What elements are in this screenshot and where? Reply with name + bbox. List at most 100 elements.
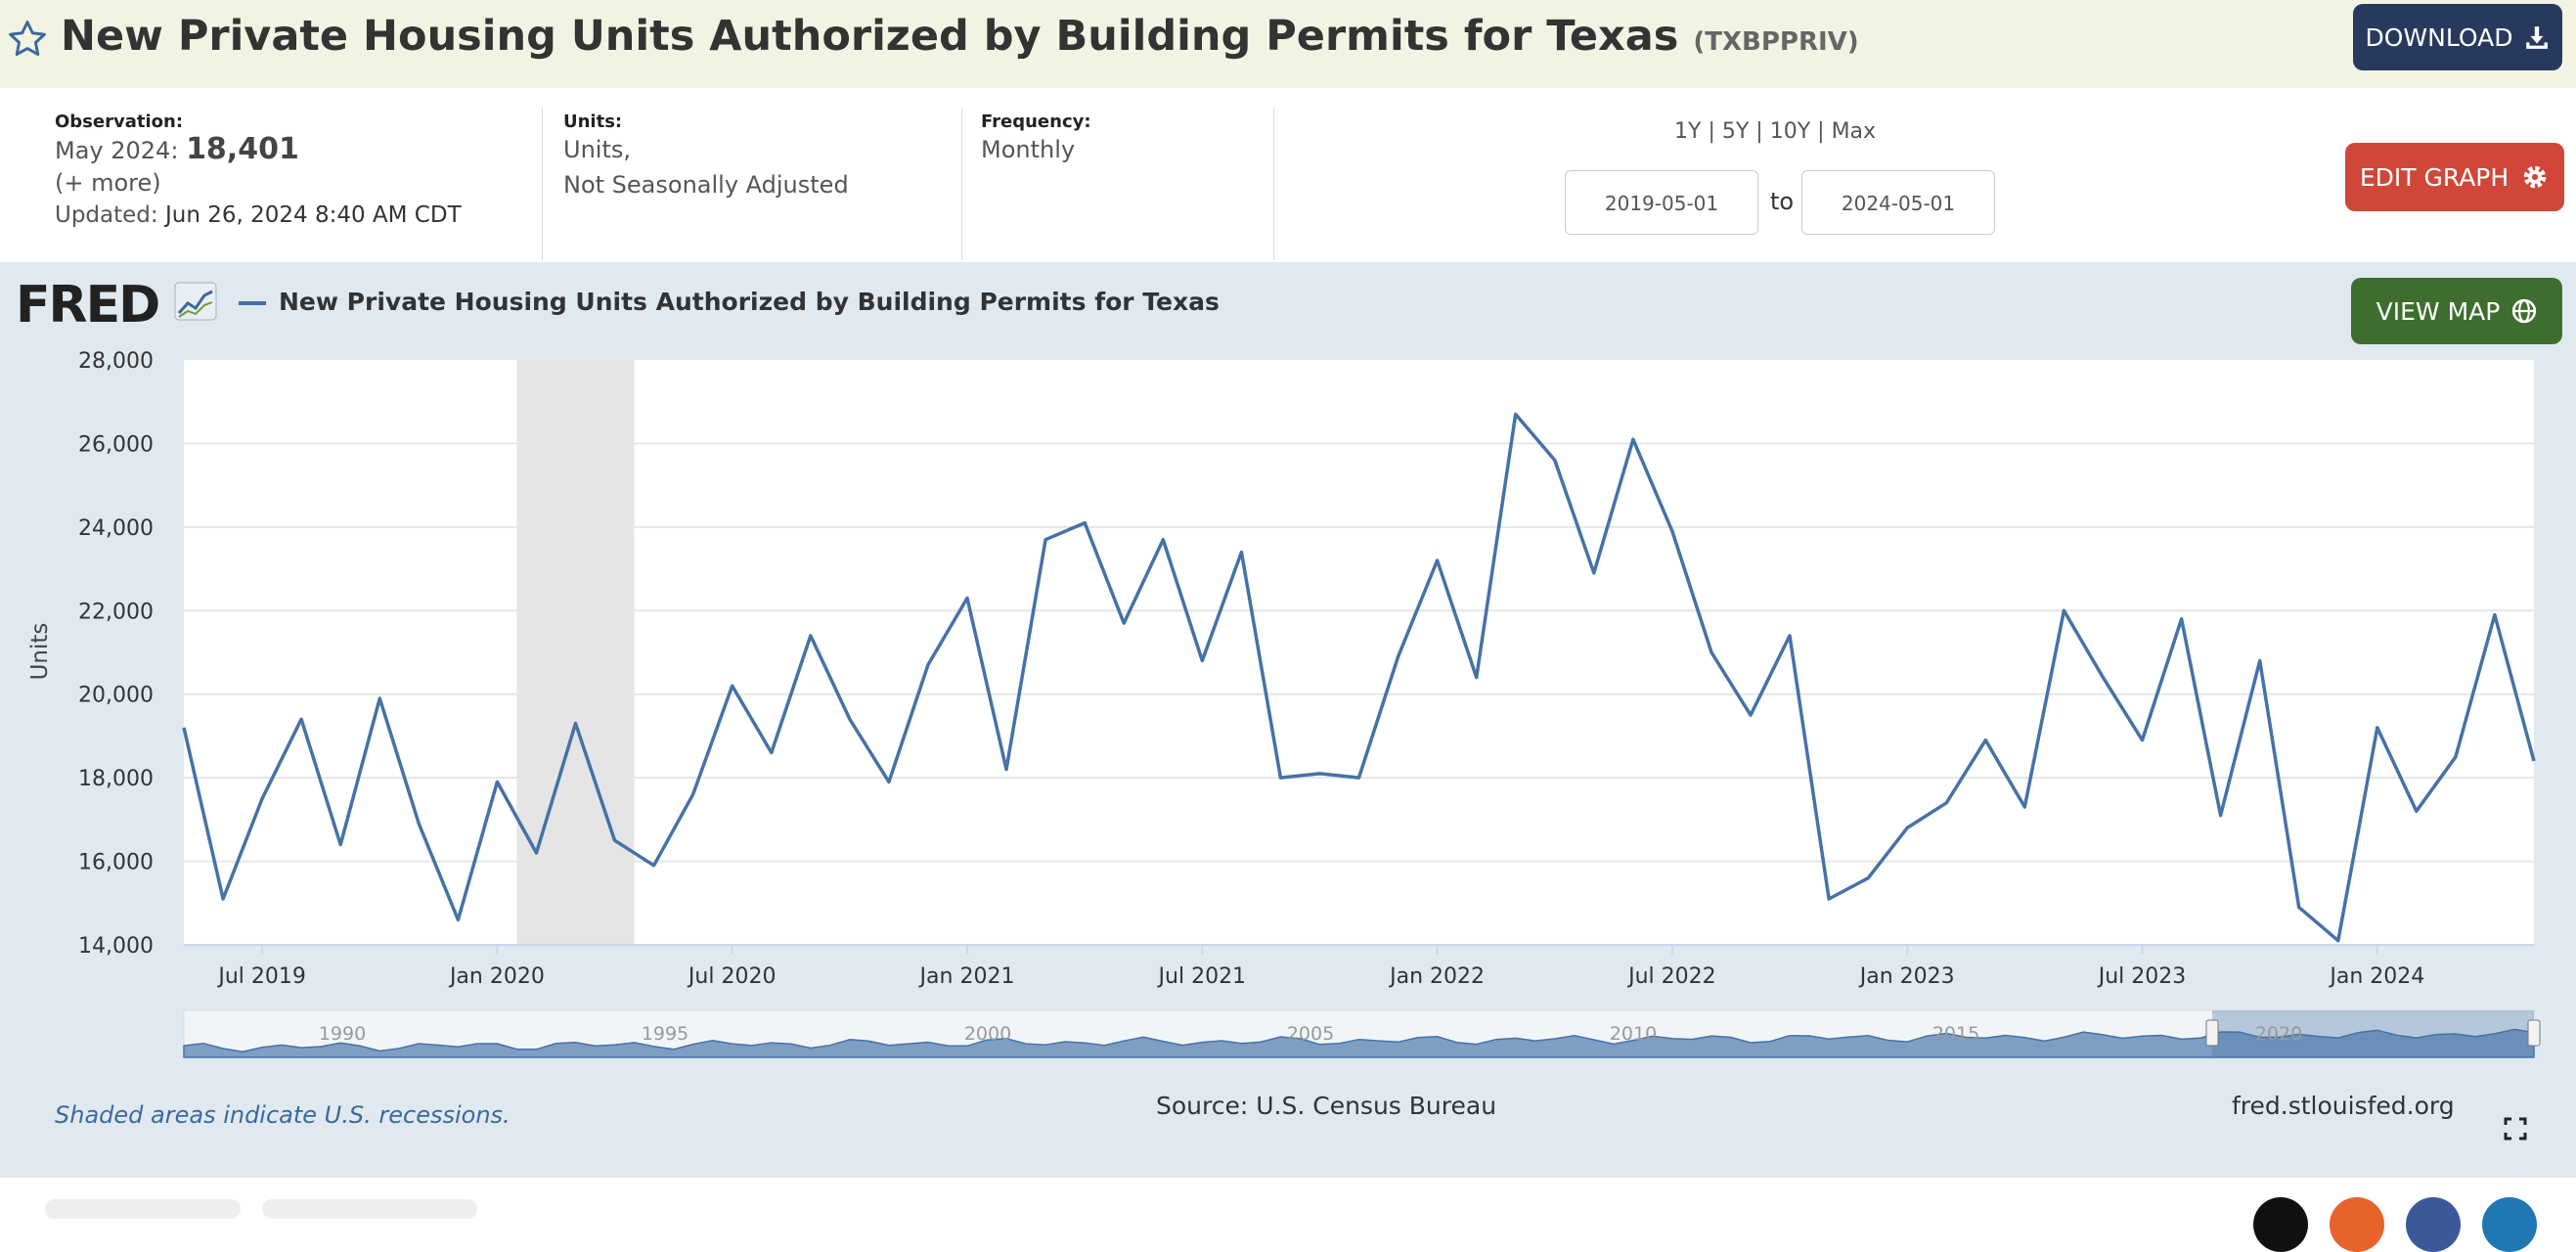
x-tick-label: Jan 2022 bbox=[1388, 964, 1485, 989]
data-point[interactable] bbox=[1157, 534, 1169, 546]
data-point[interactable] bbox=[766, 747, 777, 759]
bottom-tab[interactable] bbox=[45, 1199, 241, 1219]
data-point[interactable] bbox=[1979, 735, 1991, 746]
data-point[interactable] bbox=[295, 713, 307, 725]
data-point[interactable] bbox=[256, 793, 268, 805]
start-date-input[interactable]: 2019-05-01 bbox=[1565, 170, 1758, 235]
data-point[interactable] bbox=[2058, 604, 2069, 616]
data-point[interactable] bbox=[2293, 902, 2305, 914]
data-point[interactable] bbox=[1471, 672, 1483, 684]
fred-url[interactable]: fred.stlouisfed.org bbox=[2232, 1092, 2455, 1120]
data-point[interactable] bbox=[1549, 455, 1561, 467]
data-point[interactable] bbox=[844, 713, 856, 725]
data-point[interactable] bbox=[452, 914, 464, 925]
data-point[interactable] bbox=[688, 788, 699, 800]
range-5y[interactable]: 5Y bbox=[1721, 119, 1750, 144]
navigator-handle[interactable] bbox=[2527, 1019, 2541, 1047]
x-share-icon[interactable] bbox=[2253, 1197, 2308, 1252]
data-point[interactable] bbox=[217, 893, 229, 905]
observation-more-link[interactable]: (+ more) bbox=[55, 169, 161, 197]
download-icon bbox=[2526, 26, 2549, 49]
legend-line-swatch bbox=[239, 301, 266, 305]
data-point[interactable] bbox=[2097, 672, 2109, 684]
data-point[interactable] bbox=[1627, 433, 1639, 445]
frequency-value: Monthly bbox=[981, 136, 1076, 163]
data-point[interactable] bbox=[334, 838, 346, 850]
data-point[interactable] bbox=[1040, 534, 1051, 546]
data-point[interactable] bbox=[1666, 525, 1678, 537]
download-button[interactable]: DOWNLOAD bbox=[2353, 4, 2562, 70]
data-point[interactable] bbox=[2019, 801, 2030, 813]
navigator-selection[interactable] bbox=[2212, 1010, 2534, 1057]
data-point[interactable] bbox=[1118, 617, 1130, 629]
data-point[interactable] bbox=[1235, 546, 1247, 558]
data-point[interactable] bbox=[2215, 810, 2227, 822]
data-point[interactable] bbox=[570, 718, 582, 730]
end-date-input[interactable]: 2024-05-01 bbox=[1801, 170, 1995, 235]
data-point[interactable] bbox=[530, 847, 542, 859]
data-point[interactable] bbox=[1940, 797, 1952, 809]
data-point[interactable] bbox=[2332, 935, 2344, 947]
x-tick-label: Jan 2023 bbox=[1858, 964, 1955, 989]
data-point[interactable] bbox=[1354, 772, 1365, 783]
data-point[interactable] bbox=[883, 776, 895, 787]
facebook-share-icon[interactable] bbox=[2406, 1197, 2461, 1252]
data-point[interactable] bbox=[1745, 709, 1756, 721]
view-map-button[interactable]: VIEW MAP bbox=[2351, 278, 2562, 344]
data-point[interactable] bbox=[648, 860, 660, 872]
edit-graph-button[interactable]: EDIT GRAPH bbox=[2345, 143, 2564, 211]
data-point[interactable] bbox=[1510, 409, 1522, 421]
fred-logo: FRED bbox=[16, 276, 160, 335]
data-point[interactable] bbox=[2411, 805, 2422, 817]
star-icon[interactable] bbox=[6, 18, 49, 61]
data-point[interactable] bbox=[1274, 772, 1286, 783]
data-point[interactable] bbox=[609, 834, 621, 846]
y-tick-label: 18,000 bbox=[78, 767, 154, 791]
data-point[interactable] bbox=[1196, 655, 1208, 667]
range-separator: | bbox=[1755, 119, 1763, 144]
data-point[interactable] bbox=[413, 818, 424, 829]
linkedin-share-icon[interactable] bbox=[2482, 1197, 2537, 1252]
data-point[interactable] bbox=[1393, 650, 1404, 662]
y-tick-label: 26,000 bbox=[78, 432, 154, 457]
data-point[interactable] bbox=[2176, 613, 2188, 625]
data-point[interactable] bbox=[1000, 764, 1012, 776]
data-point[interactable] bbox=[1432, 555, 1443, 566]
data-point[interactable] bbox=[1862, 872, 1874, 884]
data-point[interactable] bbox=[2137, 735, 2149, 746]
bottom-tab[interactable] bbox=[262, 1199, 477, 1219]
data-point[interactable] bbox=[178, 722, 190, 734]
updated-label: Updated: bbox=[55, 202, 158, 228]
gear-icon bbox=[2523, 165, 2547, 189]
reddit-share-icon[interactable] bbox=[2330, 1197, 2384, 1252]
range-1y[interactable]: 1Y bbox=[1674, 119, 1702, 144]
navigator-handle[interactable] bbox=[2205, 1019, 2219, 1047]
navigator-year-label: 1990 bbox=[319, 1023, 366, 1045]
data-point[interactable] bbox=[1823, 893, 1835, 905]
y-axis-label: Units bbox=[27, 623, 53, 681]
expand-icon[interactable] bbox=[2504, 1117, 2527, 1140]
data-point[interactable] bbox=[374, 693, 385, 704]
data-point[interactable] bbox=[1706, 647, 1717, 658]
x-tick-label: Jan 2024 bbox=[2328, 964, 2424, 989]
data-point[interactable] bbox=[1784, 630, 1796, 642]
data-point[interactable] bbox=[1901, 822, 1913, 833]
data-point[interactable] bbox=[1079, 517, 1090, 529]
data-point[interactable] bbox=[2489, 609, 2501, 621]
divider bbox=[961, 108, 962, 260]
data-point[interactable] bbox=[805, 630, 817, 642]
data-point[interactable] bbox=[922, 659, 934, 671]
header-bar: New Private Housing Units Authorized by … bbox=[0, 0, 2576, 88]
recession-note: Shaded areas indicate U.S. recessions. bbox=[55, 1101, 511, 1129]
data-point[interactable] bbox=[1313, 768, 1325, 780]
data-point[interactable] bbox=[2254, 655, 2266, 667]
data-point[interactable] bbox=[2372, 722, 2383, 734]
data-point[interactable] bbox=[961, 592, 973, 604]
data-point[interactable] bbox=[491, 776, 503, 787]
data-point[interactable] bbox=[2528, 755, 2540, 767]
data-point[interactable] bbox=[1588, 567, 1600, 579]
data-point[interactable] bbox=[727, 680, 738, 692]
range-10y[interactable]: 10Y bbox=[1769, 119, 1811, 144]
data-point[interactable] bbox=[2450, 751, 2462, 763]
range-max[interactable]: Max bbox=[1831, 119, 1877, 144]
